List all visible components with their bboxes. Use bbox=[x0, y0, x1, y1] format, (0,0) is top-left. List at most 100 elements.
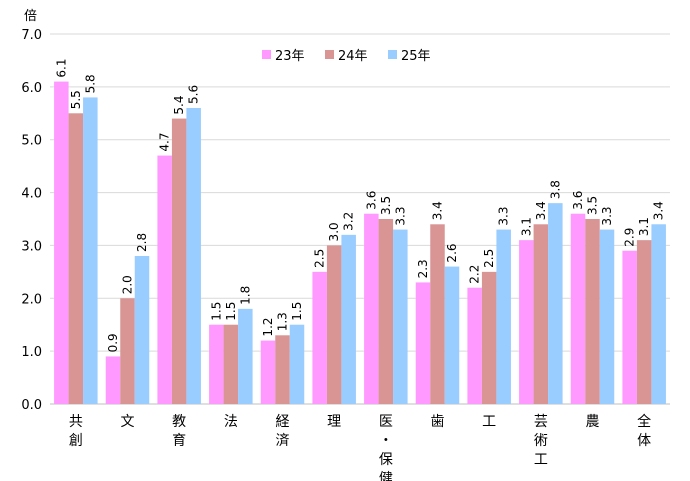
data-label: 3.0 bbox=[327, 222, 341, 241]
bar bbox=[467, 287, 482, 404]
data-label: 2.8 bbox=[135, 233, 149, 252]
data-label: 2.6 bbox=[445, 243, 459, 262]
data-label: 2.5 bbox=[313, 249, 327, 268]
bar bbox=[289, 324, 305, 404]
bar bbox=[444, 266, 460, 404]
data-label: 3.6 bbox=[571, 191, 585, 210]
data-label: 0.9 bbox=[106, 333, 120, 352]
bar bbox=[238, 308, 253, 404]
data-label: 2.0 bbox=[121, 275, 135, 294]
legend-label: 24年 bbox=[338, 49, 368, 64]
category-label: 芸術工 bbox=[534, 414, 548, 468]
bar bbox=[585, 219, 600, 404]
bar bbox=[186, 108, 201, 404]
axes: 0.0 1.0 2.0 3.0 4.0 5.0 6.0 7.0 bbox=[21, 28, 670, 413]
bar bbox=[481, 271, 497, 404]
bar bbox=[157, 155, 172, 404]
y-tick-label: 6.0 bbox=[21, 81, 42, 96]
bar bbox=[134, 256, 150, 404]
bar bbox=[519, 240, 534, 404]
y-tick-label: 0.0 bbox=[21, 398, 42, 413]
y-tick-label: 5.0 bbox=[21, 134, 42, 149]
data-labels: 6.15.55.80.92.02.84.75.45.61.5 1.51.81.2 1… bbox=[54, 58, 665, 352]
data-label: 2.3 bbox=[416, 259, 430, 278]
bar bbox=[393, 229, 408, 404]
data-label: 3.3 bbox=[497, 206, 511, 225]
category-label: 農 bbox=[586, 414, 600, 430]
bar bbox=[533, 224, 549, 404]
data-label: 1.3 bbox=[276, 312, 290, 331]
data-label: 5.8 bbox=[83, 74, 97, 93]
category-label: 文 bbox=[121, 414, 135, 430]
bar bbox=[415, 282, 431, 404]
y-tick-label: 7.0 bbox=[21, 28, 42, 43]
data-label: 2.9 bbox=[623, 228, 637, 247]
y-tick-label: 2.0 bbox=[21, 292, 42, 307]
data-label: 3.5 bbox=[586, 196, 600, 215]
bars bbox=[54, 81, 666, 405]
category-labels: 共創 文 教育 法 経済 理 医・保健 歯 工 芸術工 農 全体 bbox=[69, 413, 651, 481]
data-label: 2.2 bbox=[468, 265, 482, 284]
bar bbox=[105, 356, 121, 404]
bar bbox=[496, 229, 511, 404]
bar bbox=[68, 113, 84, 405]
legend-label: 23年 bbox=[275, 49, 305, 64]
y-axis-label: 倍 bbox=[24, 9, 37, 24]
bar bbox=[636, 240, 652, 404]
bar bbox=[430, 224, 445, 404]
data-label: 3.1 bbox=[637, 217, 651, 236]
category-label: 理 bbox=[327, 414, 341, 430]
category-label: 法 bbox=[224, 414, 238, 430]
category-label: 全体 bbox=[637, 413, 651, 449]
data-label: 3.4 bbox=[652, 201, 666, 220]
bar bbox=[651, 224, 666, 404]
category-label: 歯 bbox=[431, 414, 445, 430]
data-label: 3.2 bbox=[342, 212, 356, 231]
bar bbox=[548, 203, 563, 404]
bar bbox=[120, 298, 135, 404]
data-label: 3.6 bbox=[364, 191, 378, 210]
bar bbox=[378, 219, 394, 404]
bar bbox=[341, 234, 356, 404]
bar bbox=[599, 229, 615, 404]
data-label: 3.4 bbox=[534, 201, 548, 220]
legend-label: 25年 bbox=[401, 49, 431, 64]
data-label: 1.5 bbox=[209, 302, 223, 321]
bar bbox=[54, 81, 69, 405]
bar bbox=[312, 271, 327, 404]
data-label: 3.5 bbox=[379, 196, 393, 215]
data-label: 5.6 bbox=[187, 85, 201, 104]
category-label: 教育 bbox=[172, 414, 186, 449]
data-label: 3.3 bbox=[600, 206, 614, 225]
bar bbox=[83, 97, 98, 404]
bar bbox=[260, 340, 276, 404]
data-label: 3.1 bbox=[519, 217, 533, 236]
data-label: 1.2 bbox=[261, 317, 275, 336]
data-label: 3.4 bbox=[431, 201, 445, 220]
category-label: 工 bbox=[482, 414, 496, 430]
bar bbox=[275, 335, 290, 404]
bar bbox=[622, 250, 637, 404]
y-tick-label: 1.0 bbox=[21, 345, 42, 360]
data-label: 1.8 bbox=[238, 286, 252, 305]
legend-swatch bbox=[325, 50, 334, 59]
legend-swatch bbox=[262, 50, 271, 59]
bar bbox=[364, 213, 379, 404]
category-label: 共創 bbox=[69, 414, 83, 449]
y-tick-label: 3.0 bbox=[21, 239, 42, 254]
data-label: 2.5 bbox=[482, 249, 496, 268]
y-tick-label: 4.0 bbox=[21, 187, 42, 202]
data-label: 6.1 bbox=[54, 58, 68, 77]
data-label: 1.5 bbox=[224, 302, 238, 321]
bar bbox=[171, 118, 187, 405]
data-label: 3.3 bbox=[393, 206, 407, 225]
data-label: 4.7 bbox=[158, 132, 172, 151]
category-label: 経済 bbox=[276, 414, 290, 449]
legend: 23年 24年 25年 bbox=[262, 49, 431, 64]
data-label: 5.4 bbox=[172, 95, 186, 114]
category-label: 医・保健 bbox=[379, 414, 393, 481]
bar bbox=[326, 245, 342, 404]
grid-lines bbox=[50, 33, 670, 352]
legend-swatch bbox=[388, 50, 397, 59]
